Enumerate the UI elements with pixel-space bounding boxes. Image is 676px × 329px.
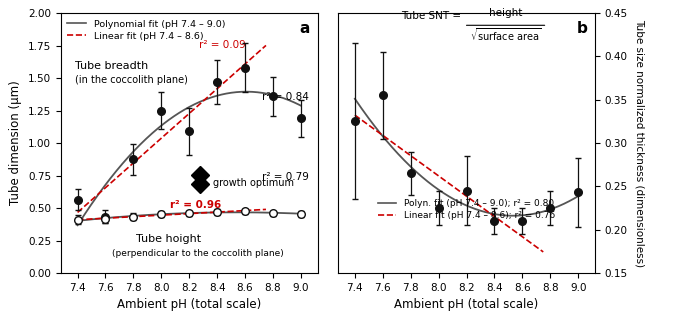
Text: b: b — [577, 21, 587, 36]
Text: growth optimum: growth optimum — [213, 178, 294, 188]
Text: $\sqrt{\mathregular{surface\ area}}$: $\sqrt{\mathregular{surface\ area}}$ — [470, 26, 541, 43]
Text: (perpendicular to the coccolith plane): (perpendicular to the coccolith plane) — [112, 249, 284, 258]
Text: height: height — [489, 8, 523, 18]
Text: (in the coccolith plane): (in the coccolith plane) — [75, 75, 188, 85]
Text: r² = 0.79: r² = 0.79 — [262, 171, 309, 182]
Legend: Polyn. fit (pH 7.4 – 9.0); r² = 0.80, Linear fit (pH 7.4 – 8.6); r² = 0.76: Polyn. fit (pH 7.4 – 9.0); r² = 0.80, Li… — [377, 197, 556, 222]
Text: r² = 0.84: r² = 0.84 — [262, 92, 309, 102]
Text: a: a — [299, 21, 310, 36]
Text: r² = 0.09: r² = 0.09 — [199, 40, 246, 50]
Legend: Polynomial fit (pH 7.4 – 9.0), Linear fit (pH 7.4 – 8.6): Polynomial fit (pH 7.4 – 9.0), Linear fi… — [66, 18, 227, 42]
X-axis label: Ambient pH (total scale): Ambient pH (total scale) — [117, 298, 262, 311]
Text: Tube breadth: Tube breadth — [75, 61, 148, 71]
Y-axis label: Tube dimension (μm): Tube dimension (μm) — [9, 81, 22, 206]
Text: Tube hoight: Tube hoight — [136, 234, 201, 244]
Text: r² = 0.96: r² = 0.96 — [170, 200, 221, 210]
Y-axis label: Tube size normalized thickness (dimensionless): Tube size normalized thickness (dimensio… — [634, 19, 644, 267]
Text: Tube SNT =: Tube SNT = — [402, 11, 462, 21]
X-axis label: Ambient pH (total scale): Ambient pH (total scale) — [394, 298, 539, 311]
